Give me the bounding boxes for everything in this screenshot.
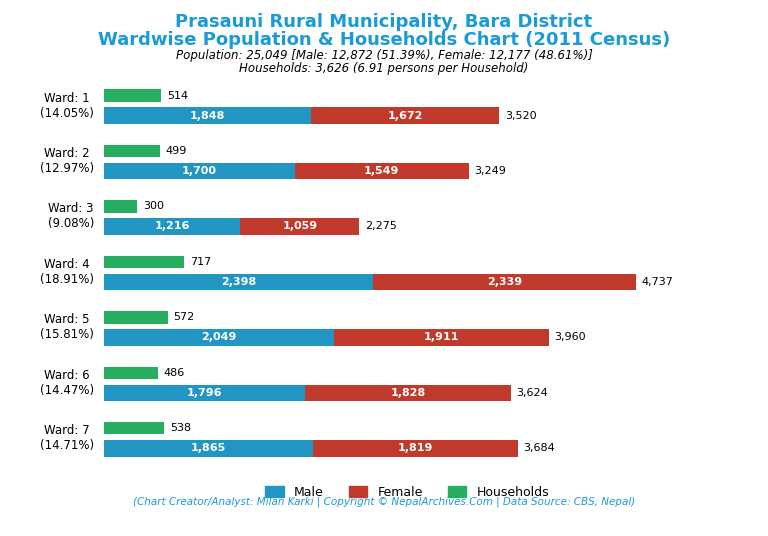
- Text: 1,848: 1,848: [190, 110, 225, 121]
- Bar: [104, 422, 164, 434]
- Text: (Chart Creator/Analyst: Milan Karki | Copyright © NepalArchives.Com | Data Sourc: (Chart Creator/Analyst: Milan Karki | Co…: [133, 496, 635, 507]
- Text: 1,700: 1,700: [182, 166, 217, 176]
- Bar: [295, 162, 468, 180]
- Text: 1,549: 1,549: [364, 166, 399, 176]
- Text: 300: 300: [143, 202, 164, 212]
- Bar: [104, 367, 158, 379]
- Text: 1,216: 1,216: [154, 221, 190, 232]
- Bar: [104, 329, 334, 346]
- Bar: [311, 107, 499, 124]
- Bar: [104, 384, 306, 401]
- Bar: [104, 200, 137, 213]
- Text: Households: 3,626 (6.91 persons per Household): Households: 3,626 (6.91 persons per Hous…: [240, 62, 528, 75]
- Bar: [313, 440, 518, 457]
- Bar: [104, 311, 168, 324]
- Text: 1,828: 1,828: [391, 388, 425, 398]
- Text: 3,684: 3,684: [523, 443, 555, 453]
- Bar: [104, 273, 373, 290]
- Bar: [104, 218, 240, 235]
- Text: 1,796: 1,796: [187, 388, 222, 398]
- Text: 499: 499: [165, 146, 187, 156]
- Bar: [104, 145, 160, 157]
- Bar: [104, 107, 311, 124]
- Text: 717: 717: [190, 257, 211, 267]
- Text: 1,865: 1,865: [190, 443, 226, 453]
- Text: 1,819: 1,819: [398, 443, 433, 453]
- Bar: [240, 218, 359, 235]
- Text: 2,049: 2,049: [201, 332, 237, 343]
- Bar: [104, 90, 161, 102]
- Text: 3,520: 3,520: [505, 110, 536, 121]
- Text: Wardwise Population & Households Chart (2011 Census): Wardwise Population & Households Chart (…: [98, 31, 670, 49]
- Text: 1,672: 1,672: [388, 110, 423, 121]
- Bar: [334, 329, 548, 346]
- Text: 486: 486: [164, 368, 185, 378]
- Text: 1,059: 1,059: [282, 221, 317, 232]
- Bar: [104, 256, 184, 268]
- Text: 538: 538: [170, 423, 191, 433]
- Bar: [104, 162, 295, 180]
- Text: 4,737: 4,737: [641, 277, 674, 287]
- Bar: [306, 384, 511, 401]
- Text: 3,249: 3,249: [475, 166, 506, 176]
- Text: Prasauni Rural Municipality, Bara District: Prasauni Rural Municipality, Bara Distri…: [175, 13, 593, 32]
- Bar: [104, 440, 313, 457]
- Bar: [373, 273, 636, 290]
- Legend: Male, Female, Households: Male, Female, Households: [260, 481, 554, 504]
- Text: 2,398: 2,398: [220, 277, 256, 287]
- Text: 572: 572: [174, 312, 195, 323]
- Text: 2,339: 2,339: [487, 277, 522, 287]
- Text: 3,624: 3,624: [516, 388, 548, 398]
- Text: 2,275: 2,275: [365, 221, 397, 232]
- Text: 1,911: 1,911: [424, 332, 459, 343]
- Text: Population: 25,049 [Male: 12,872 (51.39%), Female: 12,177 (48.61%)]: Population: 25,049 [Male: 12,872 (51.39%…: [176, 49, 592, 62]
- Text: 3,960: 3,960: [554, 332, 586, 343]
- Text: 514: 514: [167, 91, 188, 101]
